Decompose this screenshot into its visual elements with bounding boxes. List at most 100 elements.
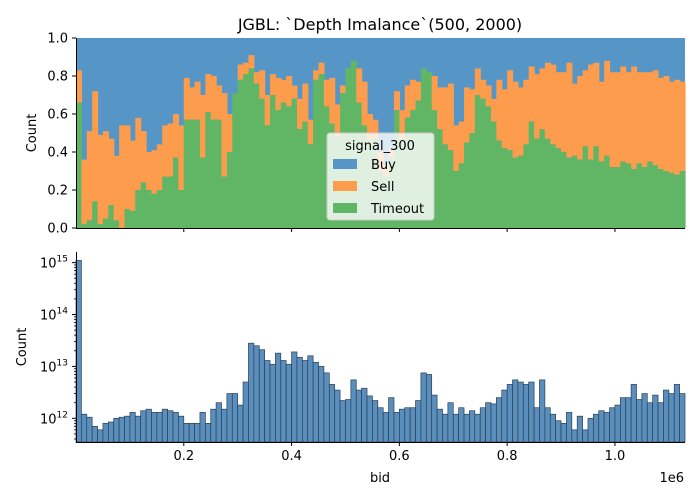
sell-segment — [464, 87, 471, 143]
timeout-segment — [674, 174, 681, 228]
count-bar — [140, 410, 147, 443]
count-bar — [646, 402, 654, 443]
sell-segment — [437, 87, 444, 130]
sell-segment — [216, 85, 223, 120]
sell-segment — [291, 85, 298, 99]
count-bar — [652, 394, 659, 443]
sell-segment — [173, 114, 179, 158]
sell-segment — [102, 131, 109, 219]
bottom-x-axis-label: bid — [370, 471, 390, 486]
sell-segment — [679, 81, 686, 171]
sell-segment — [566, 62, 573, 158]
timeout-segment — [124, 209, 131, 228]
top-y-ticks: 0.0 0.2 0.4 0.6 0.8 1.0 — [47, 32, 76, 237]
timeout-segment — [275, 110, 282, 228]
timeout-segment — [243, 74, 250, 228]
count-bar — [490, 403, 497, 443]
count-bar — [630, 384, 637, 443]
sell-segment — [248, 55, 255, 69]
count-bar — [393, 412, 400, 443]
count-bar — [609, 407, 616, 443]
sell-segment — [614, 72, 621, 168]
count-bar — [506, 384, 513, 443]
timeout-segment — [280, 102, 287, 228]
count-bar — [161, 408, 168, 443]
x-tick-label: 0.6 — [389, 449, 410, 464]
sell-segment — [108, 138, 115, 206]
count-bar — [485, 402, 492, 443]
sell-segment — [561, 72, 568, 152]
timeout-segment — [221, 176, 228, 228]
sell-segment — [81, 159, 88, 225]
timeout-segment — [663, 171, 670, 228]
count-bar — [566, 412, 573, 443]
sell-segment — [280, 79, 287, 103]
count-bars — [75, 260, 686, 443]
sell-segment — [485, 85, 492, 107]
sell-segment — [577, 76, 584, 160]
timeout-segment — [598, 161, 605, 228]
timeout-segment — [577, 159, 584, 228]
timeout-segment — [620, 161, 627, 228]
timeout-segment — [81, 224, 88, 228]
sell-segment — [399, 110, 406, 141]
count-bar — [420, 372, 427, 443]
sell-segment — [323, 79, 330, 107]
count-bar — [436, 408, 443, 443]
count-bar — [237, 404, 244, 443]
count-bar — [226, 393, 233, 443]
sell-segment — [86, 131, 93, 221]
count-bar — [210, 408, 217, 443]
timeout-segment — [92, 201, 99, 228]
top-panel: 0.0 0.2 0.4 0.6 0.8 1.0 Count signal_300 Buy … — [25, 32, 686, 237]
count-bar — [582, 429, 589, 443]
timeout-segment — [129, 210, 136, 228]
timeout-segment — [507, 150, 514, 228]
timeout-segment — [237, 79, 244, 228]
sell-segment — [221, 93, 228, 177]
count-bar — [285, 363, 292, 443]
sell-segment — [636, 72, 643, 164]
count-bar — [598, 410, 605, 443]
sell-segment — [151, 150, 158, 194]
count-bar — [355, 389, 362, 443]
sell-segment — [178, 125, 185, 190]
sell-segment — [512, 81, 519, 158]
timeout-segment — [194, 119, 201, 228]
count-bar — [377, 407, 384, 443]
count-bar — [97, 429, 104, 443]
count-bar — [641, 393, 648, 443]
timeout-segment — [523, 144, 530, 228]
timeout-segment — [232, 93, 239, 228]
count-bar — [587, 417, 594, 443]
count-bar — [328, 384, 336, 443]
count-bar — [593, 413, 600, 443]
timeout-segment — [102, 218, 109, 228]
y-tick-label: 1.0 — [47, 32, 68, 47]
count-bar — [307, 355, 314, 443]
y-tick-label: 1015 — [40, 255, 68, 272]
sell-segment — [210, 76, 217, 120]
sell-segment — [609, 72, 616, 168]
y-tick-label: 1012 — [40, 410, 68, 427]
timeout-segment — [156, 190, 163, 228]
legend-label-buy: Buy — [371, 158, 396, 173]
timeout-segment — [490, 121, 497, 228]
sell-segment — [458, 121, 465, 164]
timeout-segment — [431, 110, 438, 228]
count-bar — [636, 399, 643, 443]
chart-title: JGBL: `Depth Imalance`(500, 2000) — [237, 15, 522, 34]
sell-segment — [598, 81, 605, 162]
count-bar — [151, 412, 158, 443]
timeout-segment — [544, 138, 551, 228]
x-offset-label: 1e6 — [659, 471, 684, 486]
timeout-segment — [442, 144, 449, 228]
count-bar — [275, 352, 282, 443]
count-bar — [469, 410, 476, 443]
count-bar — [458, 407, 465, 443]
count-bar — [657, 402, 664, 443]
timeout-segment — [313, 79, 320, 228]
sell-segment — [469, 89, 476, 133]
timeout-segment — [151, 193, 158, 228]
count-bar — [549, 413, 557, 443]
